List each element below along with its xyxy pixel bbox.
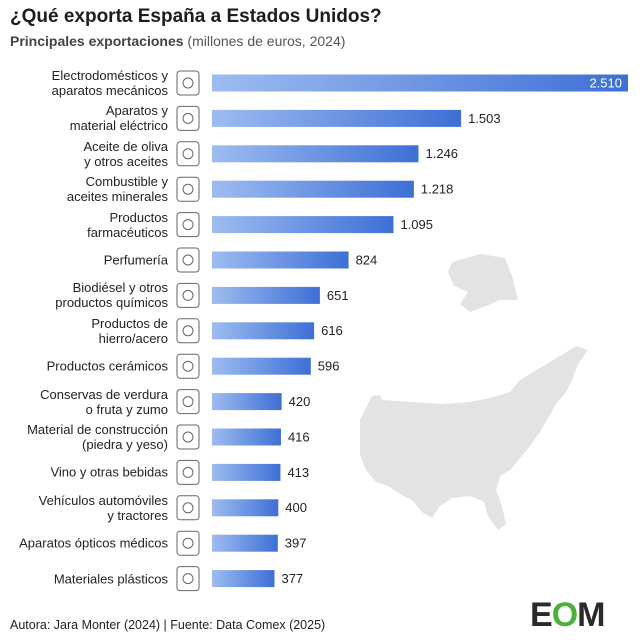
bar bbox=[212, 74, 628, 92]
icon-detail bbox=[182, 360, 194, 372]
category-label: Biodiésel y otros productos químicos bbox=[55, 280, 168, 311]
icon bbox=[176, 176, 200, 202]
icon bbox=[176, 105, 200, 131]
icon-detail bbox=[182, 148, 194, 160]
category-label: Vino y otras bebidas bbox=[50, 464, 168, 480]
category-label: Combustible y aceites minerales bbox=[66, 174, 168, 205]
icon-detail bbox=[182, 573, 194, 585]
category-label: Aparatos y material eléctrico bbox=[69, 103, 168, 134]
icon-detail bbox=[182, 537, 194, 549]
category-label: Productos cerámicos bbox=[46, 358, 168, 374]
icon-detail bbox=[182, 325, 194, 337]
bar bbox=[212, 393, 282, 411]
icon bbox=[176, 566, 200, 592]
icon bbox=[176, 495, 200, 521]
bar bbox=[212, 216, 394, 234]
icon-detail bbox=[182, 396, 194, 408]
bar bbox=[212, 322, 315, 340]
icon bbox=[176, 70, 200, 96]
alaska-map bbox=[448, 254, 518, 312]
category-label: Conservas de verdura o fruta y zumo bbox=[40, 386, 168, 417]
icon-detail bbox=[182, 183, 194, 195]
value-label: 1.095 bbox=[400, 217, 433, 232]
category-label: Electrodomésticos y aparatos mecánicos bbox=[51, 68, 168, 98]
value-label: 596 bbox=[318, 359, 340, 374]
value-label: 651 bbox=[327, 288, 349, 303]
value-label: 397 bbox=[285, 536, 307, 551]
category-label: Productos de hierro/acero bbox=[91, 315, 168, 346]
bar bbox=[212, 463, 281, 481]
value-label: 616 bbox=[321, 323, 343, 338]
value-label: 400 bbox=[285, 500, 307, 515]
chart-title: ¿Qué exporta España a Estados Unidos? bbox=[10, 6, 382, 27]
category-label: Materiales plásticos bbox=[53, 571, 168, 587]
icon-detail bbox=[182, 77, 194, 89]
icon bbox=[176, 282, 200, 308]
bar bbox=[212, 357, 311, 375]
bar bbox=[212, 286, 320, 304]
icon bbox=[176, 212, 200, 238]
category-label: Perfumería bbox=[103, 252, 168, 268]
bar bbox=[212, 109, 462, 127]
category-label: Material de construcción (piedra y yeso) bbox=[27, 422, 168, 452]
value-label: 1.246 bbox=[426, 146, 459, 161]
value-label: 377 bbox=[281, 571, 303, 586]
icon-detail bbox=[182, 112, 194, 124]
logo-letter: O bbox=[551, 596, 578, 634]
bar bbox=[212, 145, 419, 163]
footer: Autora: Jara Monter (2024) | Fuente: Dat… bbox=[10, 618, 326, 632]
us-map bbox=[360, 346, 588, 530]
value-label: 413 bbox=[287, 465, 309, 480]
icon bbox=[176, 459, 200, 485]
value-label: 1.503 bbox=[468, 111, 501, 126]
category-label: Aceite de oliva y otros aceites bbox=[83, 138, 168, 169]
value-label: 824 bbox=[356, 252, 378, 267]
icon-detail bbox=[182, 289, 194, 301]
icon-detail bbox=[182, 431, 194, 443]
icon-detail bbox=[182, 502, 194, 514]
icon bbox=[176, 247, 200, 273]
bar bbox=[212, 570, 275, 588]
value-label: 416 bbox=[288, 429, 310, 444]
bar bbox=[212, 251, 349, 269]
icon bbox=[176, 353, 200, 379]
bar bbox=[212, 180, 414, 198]
value-label: 1.218 bbox=[421, 182, 454, 197]
bar bbox=[212, 428, 281, 446]
category-label: Aparatos ópticos médicos bbox=[19, 535, 168, 551]
subtitle-main: Principales exportaciones bbox=[10, 33, 184, 49]
icon-detail bbox=[182, 254, 194, 266]
value-label: 420 bbox=[289, 394, 311, 409]
category-label: Productos farmacéuticos bbox=[87, 209, 168, 240]
icon bbox=[176, 141, 200, 167]
logo-letter: M bbox=[577, 596, 605, 634]
icon-detail bbox=[182, 466, 194, 478]
icon-detail bbox=[182, 219, 194, 231]
icon bbox=[176, 389, 200, 415]
icon bbox=[176, 318, 200, 344]
bar bbox=[212, 534, 278, 552]
logo: EOM bbox=[530, 596, 605, 635]
logo-letter: E bbox=[530, 596, 553, 634]
bar bbox=[212, 499, 279, 517]
subtitle-note: (millones de euros, 2024) bbox=[187, 33, 346, 49]
value-label: 2.510 bbox=[589, 75, 622, 90]
category-label: Vehículos automóviles y tractores bbox=[38, 492, 168, 523]
subtitle: Principales exportaciones (millones de e… bbox=[10, 33, 345, 49]
icon bbox=[176, 530, 200, 556]
icon bbox=[176, 424, 200, 450]
